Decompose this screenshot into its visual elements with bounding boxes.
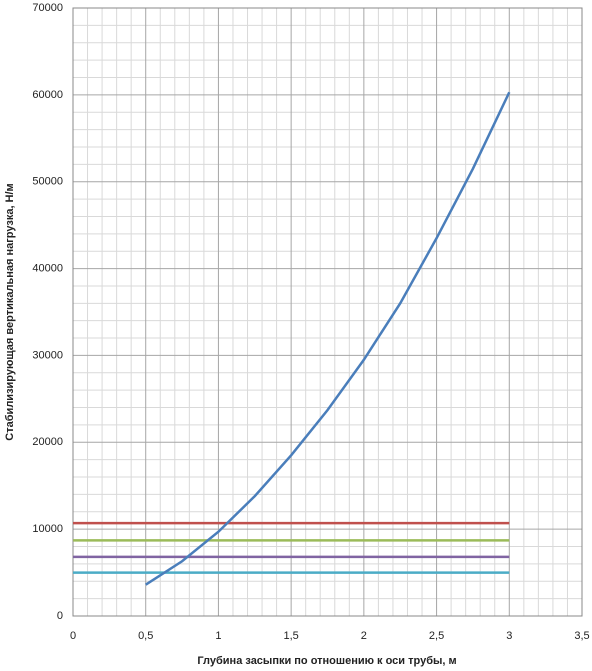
y-tick-label: 60000: [32, 89, 63, 101]
y-tick-label: 0: [57, 610, 63, 622]
y-tick-label: 20000: [32, 436, 63, 448]
x-tick-label: 0,5: [138, 630, 153, 642]
y-tick-label: 10000: [32, 523, 63, 535]
y-tick-label: 70000: [32, 2, 63, 14]
y-tick-label: 40000: [32, 262, 63, 274]
x-tick-label: 3,5: [574, 630, 589, 642]
y-tick-label: 50000: [32, 176, 63, 188]
series-line: [145, 91, 511, 586]
y-tick-label: 30000: [32, 349, 63, 361]
x-tick-label: 3: [506, 630, 512, 642]
x-tick-label: 0: [70, 630, 76, 642]
plot-border: [72, 7, 583, 617]
x-tick-label: 2: [361, 630, 367, 642]
x-tick-label: 2,5: [429, 630, 444, 642]
y-axis-label: Стабилизирующая вертикальная нагрузка, Н…: [4, 183, 16, 440]
x-axis-label: Глубина засыпки по отношению к оси трубы…: [197, 655, 456, 667]
x-tick-label: 1,5: [283, 630, 298, 642]
x-tick-label: 1: [215, 630, 221, 642]
